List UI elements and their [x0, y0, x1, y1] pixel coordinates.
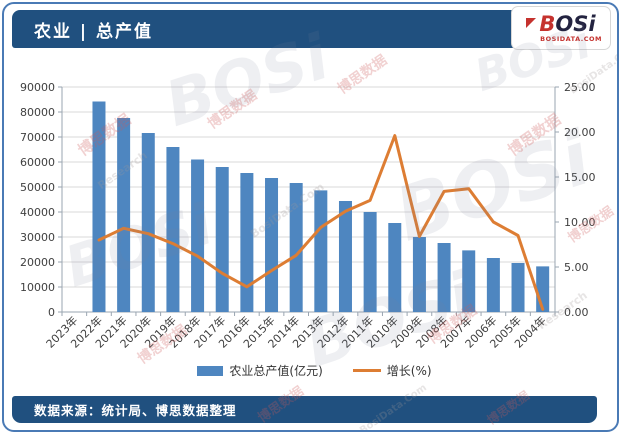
bar — [240, 173, 254, 312]
right-axis-label: 10.00 — [564, 216, 596, 229]
left-axis-label: 80000 — [20, 106, 55, 119]
bar — [486, 258, 500, 312]
line-series-label: 增长(%) — [386, 364, 432, 378]
right-axis-label: 20.00 — [564, 126, 596, 139]
bar — [511, 263, 525, 312]
bar — [166, 147, 180, 312]
legend-item-bars: 农业总产值(亿元) — [197, 362, 323, 379]
combo-chart: 0 10000 20000 30000 40000 50000 60000 70000 8000… — [20, 81, 596, 351]
legend-item-line: 增长(%) — [352, 362, 432, 379]
left-axis-label: 50000 — [20, 181, 55, 194]
bar — [388, 223, 402, 312]
bar — [338, 201, 352, 312]
left-axis-label: 60000 — [20, 156, 55, 169]
bar-series-swatch — [197, 365, 224, 376]
left-axis-label: 20000 — [20, 256, 55, 269]
header-bar: 农业 | 总产值 — [12, 10, 597, 48]
bosi-logo: BOSi BOSIDATA.COM — [511, 6, 611, 50]
gridlines: 0 10000 20000 30000 40000 50000 60000 70000 8000… — [20, 81, 596, 319]
growth-line — [97, 134, 545, 311]
bar — [314, 190, 328, 312]
right-axis-label: 15.00 — [564, 171, 596, 184]
bar — [437, 243, 451, 312]
bar-series — [92, 101, 550, 312]
bar — [215, 167, 229, 312]
bar — [92, 101, 106, 312]
left-axis-label: 30000 — [20, 231, 55, 244]
right-axis-label: 25.00 — [564, 81, 596, 94]
chart-area: 0 10000 20000 30000 40000 50000 60000 70000 8000… — [4, 48, 617, 378]
bar — [462, 250, 476, 312]
bar-series-label: 农业总产值(亿元) — [229, 364, 323, 378]
data-source-note: 数据来源：统计局、博思数据整理 — [34, 403, 237, 418]
left-axis-label: 40000 — [20, 206, 55, 219]
bar — [289, 183, 303, 312]
page-title: 农业 | 总产值 — [34, 21, 154, 42]
chart-legend: 农业总产值(亿元) 增长(%) — [4, 362, 617, 379]
bar — [141, 133, 155, 312]
left-axis-label: 70000 — [20, 131, 55, 144]
left-axis-label: 90000 — [20, 81, 55, 94]
logo-text: BOSi — [539, 11, 596, 36]
logo-domain: BOSIDATA.COM — [540, 34, 602, 43]
bar — [363, 212, 377, 312]
left-axis-label: 10000 — [20, 281, 55, 294]
bar — [117, 118, 131, 312]
x-axis-labels: 2023年2022年2021年2020年2019年2018年2017年2016年… — [43, 313, 549, 350]
bar — [412, 237, 426, 312]
bar — [265, 178, 279, 312]
right-axis-label: 5.00 — [564, 261, 589, 274]
footer-bar: 数据来源：统计局、博思数据整理 — [12, 396, 597, 423]
line-series-swatch — [352, 369, 381, 372]
left-axis-label: 0 — [48, 306, 55, 319]
logo-slash-icon — [526, 18, 537, 31]
bar — [191, 159, 205, 312]
right-axis-label: 0.00 — [564, 306, 589, 319]
